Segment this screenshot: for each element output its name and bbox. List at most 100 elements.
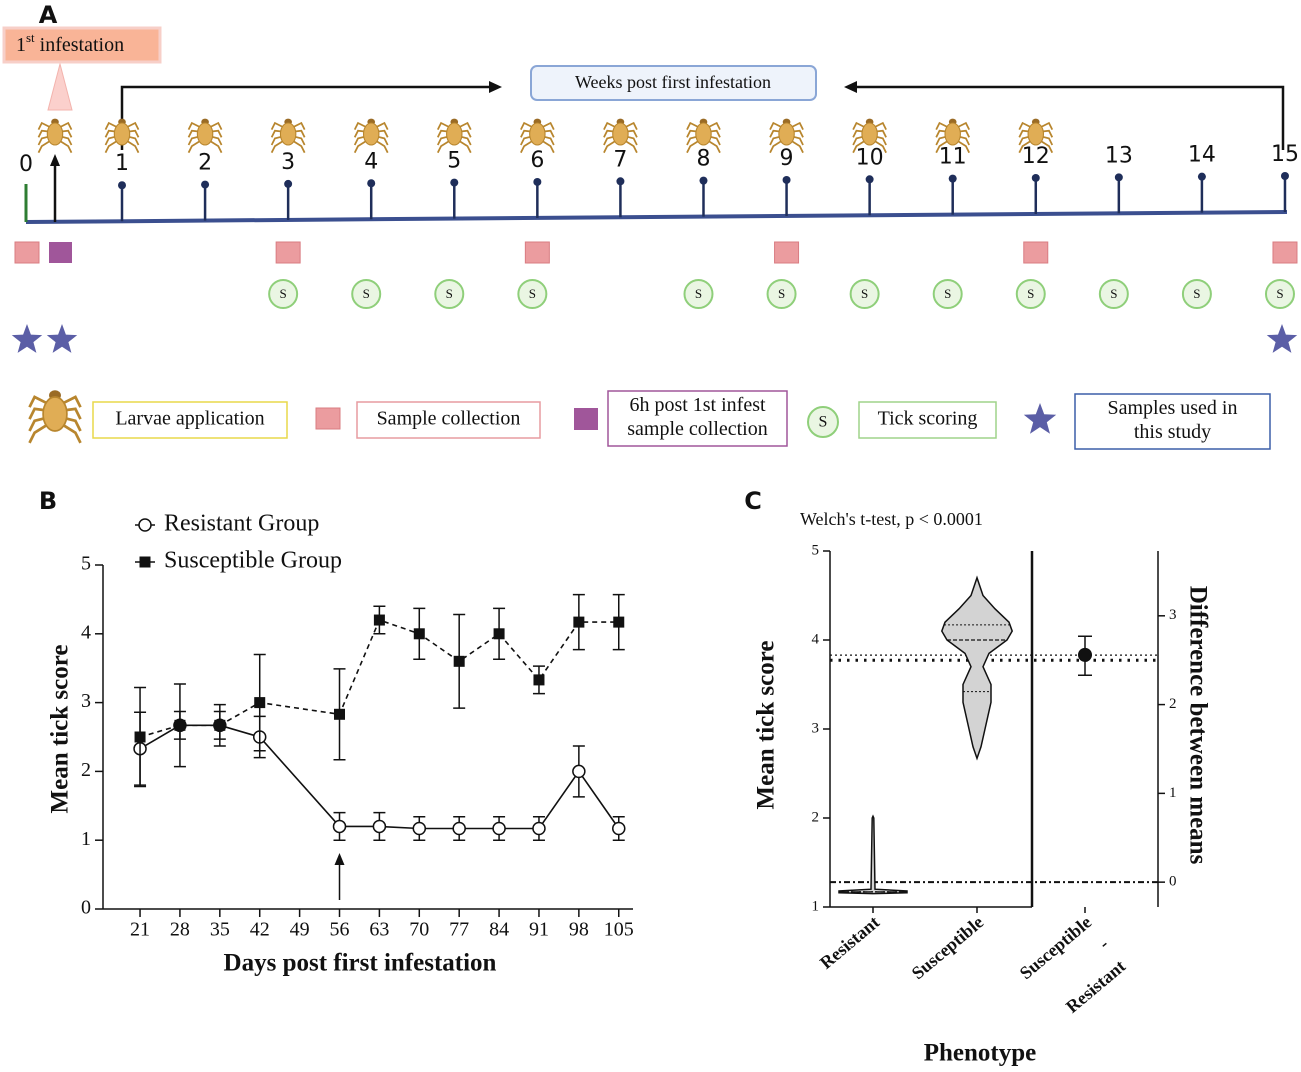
scoring-circle [1264, 279, 1295, 309]
tick-body [529, 122, 546, 146]
tick-body [1027, 122, 1045, 146]
data-point [452, 821, 466, 836]
six-hour-arrowhead [50, 154, 60, 166]
week-label: 4 [364, 149, 378, 174]
bracket-arrow [844, 81, 857, 93]
x-tick-label: 98 [569, 919, 589, 941]
infestation-number: 1 [16, 34, 26, 56]
y2-axis-label: Difference between means [1184, 586, 1211, 865]
tick-leg [686, 121, 700, 130]
y-tick-label: 5 [81, 553, 91, 575]
tick-icon [104, 118, 140, 154]
week-dot [1197, 172, 1206, 181]
y-tick-label: 1 [812, 898, 820, 914]
week-dot [1280, 172, 1289, 181]
x-tick-label: 84 [489, 919, 509, 941]
x-axis-label: Phenotype [924, 1040, 1037, 1067]
data-point [134, 731, 146, 743]
y-axis-label: Mean tick score [47, 645, 74, 814]
axis-title: Weeks post first infestation [575, 72, 771, 92]
week-dot [1031, 173, 1040, 182]
scoring-symbol: S [1276, 286, 1283, 301]
week-dot [201, 180, 210, 189]
tick-body [46, 122, 64, 146]
annotation-arrowhead [334, 853, 345, 865]
scoring-circle [1098, 279, 1129, 309]
infestation-pointer [47, 62, 73, 111]
week-label: 1 [115, 151, 129, 176]
week-dot [284, 179, 293, 188]
y-tick-label: 4 [812, 631, 820, 647]
data-point [332, 819, 347, 834]
tick-leg [541, 121, 555, 130]
week-label: 3 [281, 150, 295, 175]
tick-leg [28, 395, 49, 408]
x-tick-label: 35 [210, 919, 230, 941]
tick-leg [873, 139, 887, 154]
tick-leg [790, 139, 804, 154]
tick-body [944, 122, 961, 146]
legend-marker [139, 556, 151, 568]
tick-leg [58, 139, 73, 154]
tick-leg [61, 395, 82, 408]
data-point [372, 819, 387, 834]
data-point [572, 764, 586, 779]
legend-text: Tick scoring [878, 408, 978, 430]
tick-leg [624, 121, 638, 130]
tick-leg [956, 121, 970, 130]
y-tick-label: 4 [81, 621, 91, 643]
scoring-symbol: S [1027, 286, 1034, 301]
study-star [11, 324, 43, 353]
data-point [214, 719, 226, 731]
y-axis-label: Mean tick score [753, 641, 780, 810]
tick-leg [61, 423, 82, 444]
tick-body [612, 122, 629, 146]
week-label: 9 [780, 146, 794, 171]
tick-leg [436, 139, 451, 154]
x-tick-label: 21 [130, 919, 150, 941]
series-line [139, 619, 619, 738]
tick-icon [270, 118, 306, 154]
tick-body [362, 122, 380, 146]
x-tick-label: Susceptible [1016, 912, 1096, 983]
tick-leg [935, 121, 949, 130]
week-dot [1114, 173, 1123, 182]
tick-leg [125, 139, 140, 154]
y-tick-label: 5 [812, 542, 820, 558]
week-dot [865, 175, 874, 184]
y-tick-label: 1 [81, 828, 91, 850]
data-point [334, 708, 346, 720]
x-tick-label: 105 [604, 919, 634, 941]
bracket-arrow [489, 81, 502, 93]
week-label: 8 [696, 147, 710, 172]
legend-label: Susceptible Group [164, 548, 342, 574]
y2-tick-label: 2 [1169, 696, 1177, 712]
tick-icon [520, 118, 555, 154]
tick-leg [436, 121, 451, 130]
sample-square [1023, 241, 1049, 264]
tick-leg [520, 139, 534, 154]
x-tick-label: 77 [449, 919, 469, 941]
legend-box [356, 401, 541, 439]
tick-leg [603, 121, 617, 130]
data-point [373, 614, 385, 626]
scoring-symbol: S [695, 286, 702, 301]
tick-leg [707, 121, 721, 130]
data-point [174, 719, 186, 731]
week-label: 11 [939, 145, 967, 170]
tick-leg [104, 121, 118, 130]
panel-label: A [39, 1, 58, 29]
tick-body [695, 122, 712, 146]
tick-leg [209, 121, 223, 130]
tick-leg [375, 139, 389, 154]
tick-leg [353, 139, 368, 154]
data-point [573, 616, 585, 628]
tick-icon [1018, 118, 1054, 154]
week-dot [616, 177, 625, 186]
scoring-symbol: S [778, 286, 785, 301]
y2-tick-label: 0 [1169, 874, 1177, 890]
scoring-circle [517, 279, 548, 309]
tick-body [42, 396, 68, 432]
tick-leg [935, 139, 949, 154]
